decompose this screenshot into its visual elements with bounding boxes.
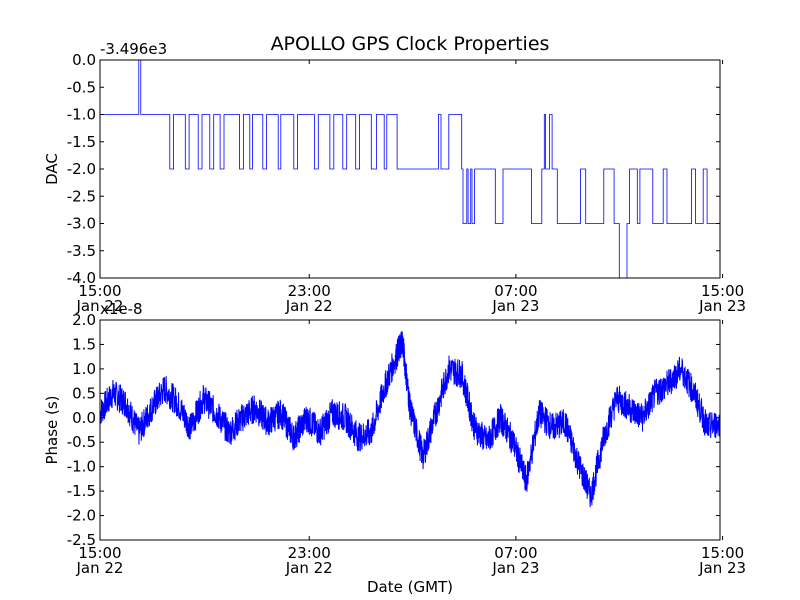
y-tick-label: -0.5 bbox=[67, 78, 96, 96]
x-tick-time: 07:00 bbox=[494, 544, 537, 562]
y-tick-label: 0.5 bbox=[72, 384, 96, 402]
x-tick-time: 23:00 bbox=[288, 544, 331, 562]
chart-title: APOLLO GPS Clock Properties bbox=[271, 33, 550, 55]
x-tick-date: Jan 22 bbox=[76, 559, 124, 577]
y-axis-label: DAC bbox=[43, 153, 61, 185]
x-tick-date: Jan 22 bbox=[285, 559, 333, 577]
axis-offset-label: x1e-8 bbox=[100, 300, 143, 318]
x-tick-time: 07:00 bbox=[494, 282, 537, 300]
y-tick-label: -0.5 bbox=[67, 433, 96, 451]
x-tick-date: Jan 23 bbox=[491, 559, 539, 577]
y-tick-label: 2.0 bbox=[72, 311, 96, 329]
x-tick-date: Jan 23 bbox=[698, 297, 746, 315]
y-tick-label: -4.0 bbox=[67, 269, 96, 287]
y-tick-label: -2.0 bbox=[67, 160, 96, 178]
x-tick-time: 23:00 bbox=[288, 282, 331, 300]
y-tick-label: -1.5 bbox=[67, 482, 96, 500]
y-axis-label: Phase (s) bbox=[43, 395, 61, 464]
axis-offset-label: -3.496e3 bbox=[100, 40, 167, 58]
plot-frame bbox=[99, 319, 721, 541]
y-tick-label: 0.0 bbox=[72, 51, 96, 69]
y-tick-label: -3.5 bbox=[67, 242, 96, 260]
x-tick-time: 15:00 bbox=[78, 544, 121, 562]
y-tick-label: -1.5 bbox=[67, 133, 96, 151]
y-tick-label: 1.5 bbox=[72, 335, 96, 353]
y-tick-label: -2.5 bbox=[67, 187, 96, 205]
phase-panel: 2.01.51.00.50.0-0.5-1.0-1.5-2.0-2.515:00… bbox=[43, 300, 746, 596]
x-tick-time: 15:00 bbox=[701, 282, 744, 300]
y-tick-label: -3.0 bbox=[67, 215, 96, 233]
y-tick-label: -2.0 bbox=[67, 507, 96, 525]
x-tick-time: 15:00 bbox=[78, 282, 121, 300]
x-tick-date: Jan 22 bbox=[285, 297, 333, 315]
x-tick-date: Jan 23 bbox=[698, 559, 746, 577]
y-tick-label: 0.0 bbox=[72, 409, 96, 427]
x-axis-label: Date (GMT) bbox=[367, 578, 453, 596]
y-tick-label: -2.5 bbox=[67, 531, 96, 549]
x-tick-time: 15:00 bbox=[701, 544, 744, 562]
y-tick-label: -1.0 bbox=[67, 458, 96, 476]
series-line bbox=[99, 330, 721, 508]
x-tick-date: Jan 22 bbox=[76, 297, 124, 315]
x-tick-date: Jan 23 bbox=[491, 297, 539, 315]
dac-panel: 0.0-0.5-1.0-1.5-2.0-2.5-3.0-3.5-4.015:00… bbox=[43, 40, 746, 315]
y-tick-label: 1.0 bbox=[72, 360, 96, 378]
y-tick-label: -1.0 bbox=[67, 106, 96, 124]
